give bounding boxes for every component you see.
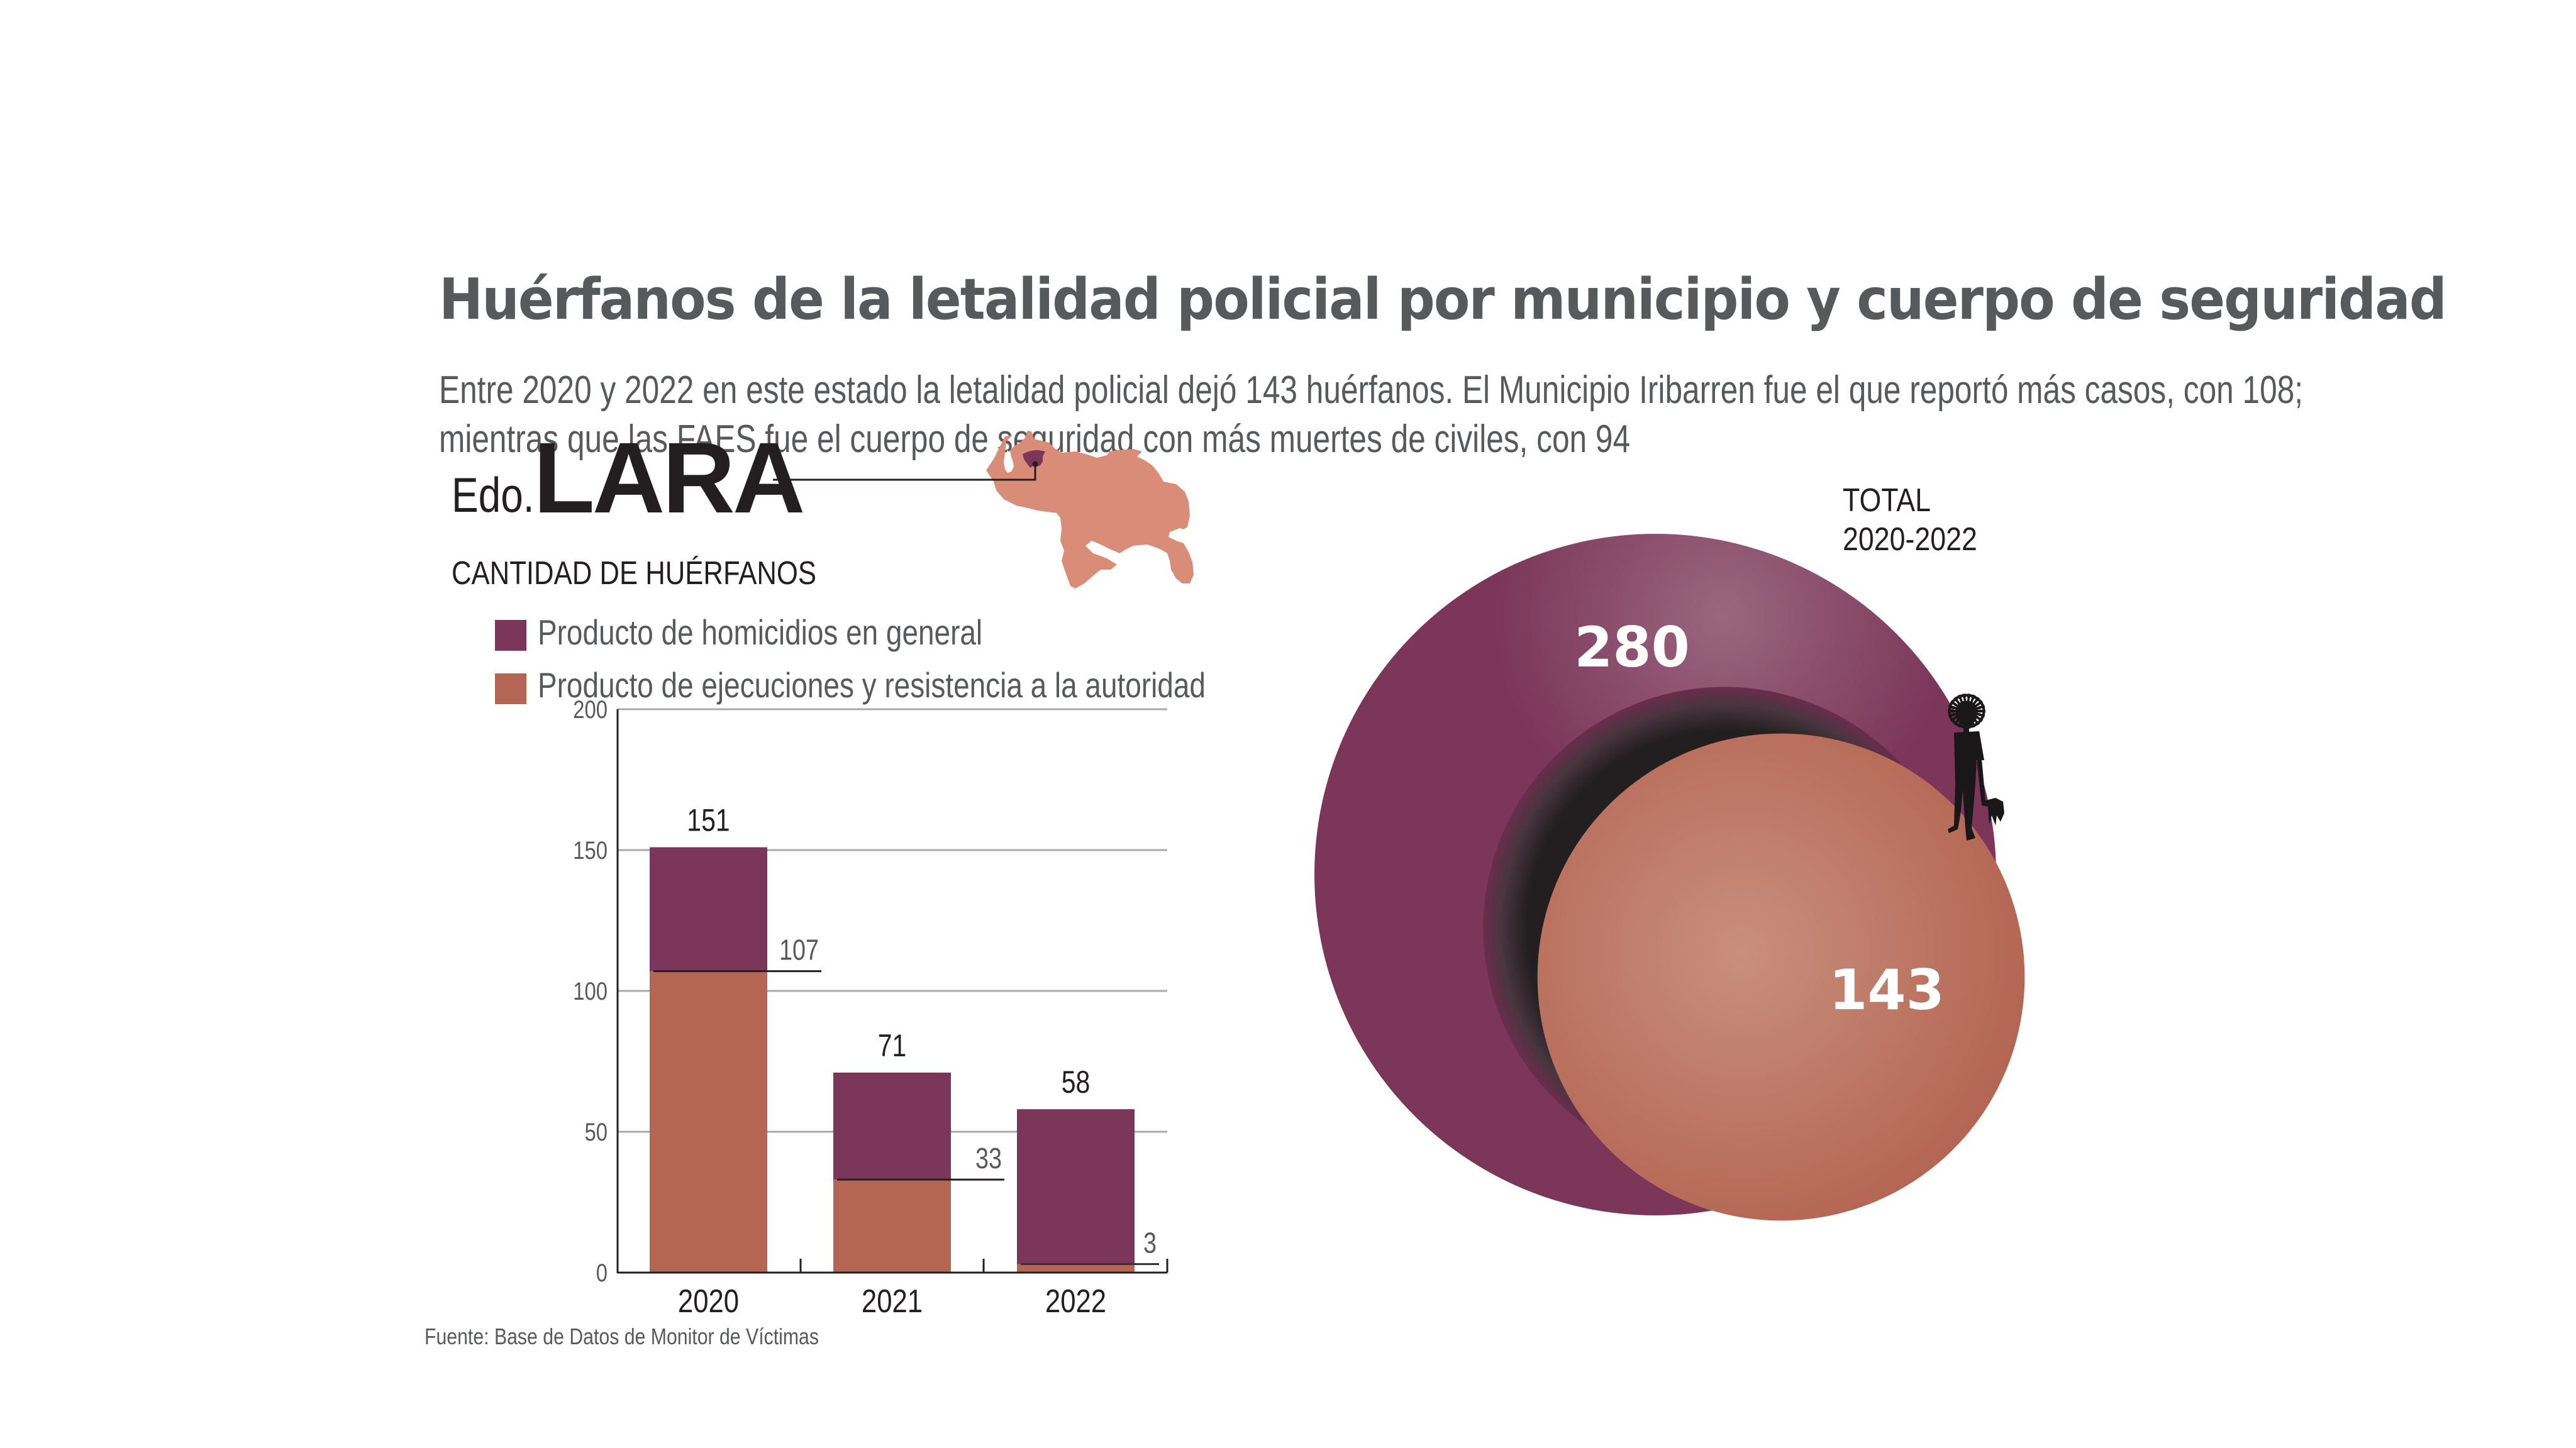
bar-segment-label: 3 [1143,1227,1157,1259]
bar-segment-ejecuciones [833,1180,951,1273]
bubble-ejecuciones [1537,733,2025,1221]
state-prefix: Edo. [452,467,535,522]
bar-segment-label: 107 [779,934,819,966]
bar-total-label: 151 [687,803,730,838]
child-silhouette-icon [1948,694,2004,841]
bar-segment-homicidios [650,847,767,971]
y-tick-label: 100 [573,977,608,1005]
bar-segment-ejecuciones [1017,1264,1135,1273]
bar-segment-homicidios [833,1072,951,1180]
bar-segment-ejecuciones [650,971,767,1273]
subtitle-line-1: Entre 2020 y 2022 en este estado la leta… [439,368,2304,412]
chart-title: Huérfanos de la letalidad policial por m… [439,267,2447,333]
bubble-label-280: 280 [1574,615,1690,680]
x-tick-label: 2020 [678,1284,739,1320]
bar-segment-homicidios [1017,1109,1135,1264]
bubble-title-period: 2020-2022 [1843,521,1977,558]
y-tick-label: 50 [585,1118,608,1146]
x-tick-label: 2021 [862,1284,923,1320]
y-tick-label: 150 [573,836,608,865]
source-note: Fuente: Base de Datos de Monitor de Víct… [425,1324,819,1349]
y-tick-label: 0 [596,1259,608,1287]
bar-total-label: 58 [1062,1064,1091,1100]
bubble-label-143: 143 [1829,958,1945,1022]
legend-label-ejecuciones: Producto de ejecuciones y resistencia a … [538,665,1206,705]
state-name: LARA [533,421,805,534]
x-tick-label: 2022 [1045,1284,1106,1320]
legend-label-homicidios: Producto de homicidios en general [538,612,983,652]
legend-swatch-ejecuciones [495,673,526,704]
chart-subtitle: CANTIDAD DE HUÉRFANOS [452,555,817,592]
bar-total-label: 71 [878,1028,907,1063]
y-tick-label: 200 [573,695,608,724]
bubble-title-total: TOTAL [1843,482,1931,519]
bar-segment-label: 33 [975,1142,1002,1174]
legend-swatch-homicidios [495,620,526,651]
